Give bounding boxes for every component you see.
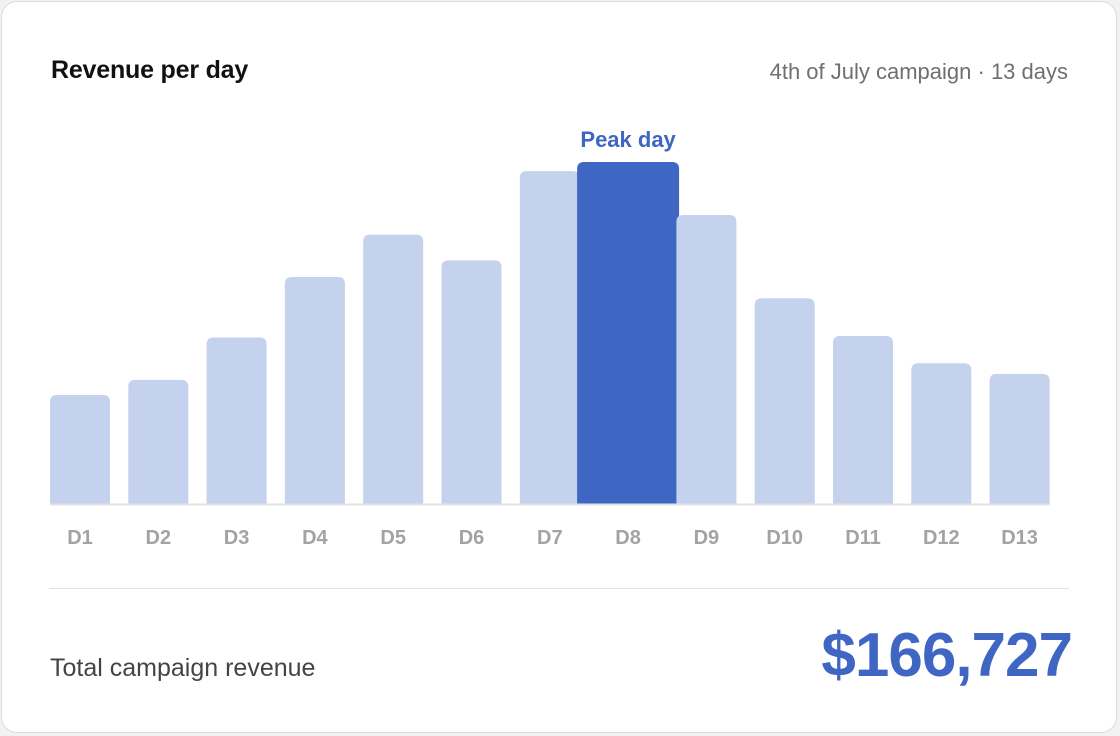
total-revenue-label: Total campaign revenue (50, 654, 316, 682)
peak-day-annotation: Peak day (580, 127, 676, 152)
revenue-bar-chart: D1 D2 D3 D4 D5 D6 D7 D8 Peak day D9 D10 D11 D12 D13 (50, 127, 1050, 549)
bar-d13 (989, 373, 1050, 504)
x-tick-label: D3 (224, 527, 250, 549)
x-tick-label: D8 (615, 527, 641, 549)
bar-d10 (754, 298, 815, 504)
bar-d4 (284, 277, 345, 504)
x-tick-label: D7 (537, 527, 563, 549)
x-tick-label: D2 (146, 527, 172, 549)
x-tick-label: D11 (845, 527, 881, 549)
bar-d2 (128, 379, 189, 504)
bar-d7 (519, 171, 580, 504)
x-tick-label: D9 (694, 527, 720, 549)
bar-d1 (50, 395, 110, 504)
bar-d9 (676, 214, 737, 504)
bar-d11 (833, 336, 893, 504)
bar-d3 (206, 337, 267, 504)
x-tick-label: D5 (380, 527, 406, 549)
bar-d5 (363, 234, 424, 505)
x-tick-label: D1 (67, 527, 93, 549)
bar-d8-peak (577, 162, 680, 504)
bar-d6 (441, 260, 502, 504)
x-tick-label: D13 (1001, 527, 1038, 549)
x-tick-label: D6 (459, 527, 485, 549)
x-tick-label: D12 (923, 527, 960, 549)
total-revenue-value: $166,727 (821, 621, 1073, 690)
bar-d12 (911, 363, 972, 504)
card-title: Revenue per day (51, 56, 249, 84)
x-tick-label: D4 (302, 527, 328, 549)
card-subtitle: 4th of July campaign · 13 days (769, 59, 1068, 84)
footer-divider (49, 588, 1069, 589)
x-tick-label: D10 (766, 527, 803, 549)
